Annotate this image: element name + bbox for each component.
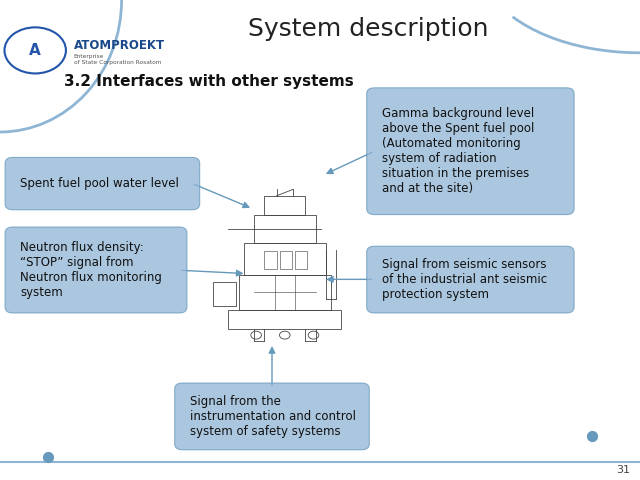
- FancyBboxPatch shape: [367, 88, 574, 215]
- Circle shape: [4, 27, 66, 73]
- Point: [587, 432, 597, 440]
- FancyBboxPatch shape: [175, 383, 369, 450]
- Text: Neutron flux density:
“STOP” signal from
Neutron flux monitoring
system: Neutron flux density: “STOP” signal from…: [20, 241, 163, 299]
- Text: System description: System description: [248, 17, 488, 41]
- Text: Signal from the
instrumentation and control
system of safety systems: Signal from the instrumentation and cont…: [190, 395, 356, 438]
- Point: [43, 453, 53, 461]
- Text: ATOMPROEKT: ATOMPROEKT: [74, 39, 164, 52]
- FancyBboxPatch shape: [367, 246, 574, 313]
- Text: Gamma background level
above the Spent fuel pool
(Automated monitoring
system of: Gamma background level above the Spent f…: [382, 107, 534, 195]
- FancyBboxPatch shape: [5, 227, 187, 313]
- Text: 3.2 Interfaces with other systems: 3.2 Interfaces with other systems: [64, 74, 354, 89]
- Text: Enterprise
of State Corporation Rosatom: Enterprise of State Corporation Rosatom: [74, 54, 161, 65]
- Text: Signal from seismic sensors
of the industrial ant seismic
protection system: Signal from seismic sensors of the indus…: [382, 258, 547, 301]
- FancyBboxPatch shape: [5, 157, 200, 210]
- Text: A: A: [29, 43, 41, 58]
- Text: 31: 31: [616, 465, 630, 475]
- Text: Spent fuel pool water level: Spent fuel pool water level: [20, 177, 179, 190]
